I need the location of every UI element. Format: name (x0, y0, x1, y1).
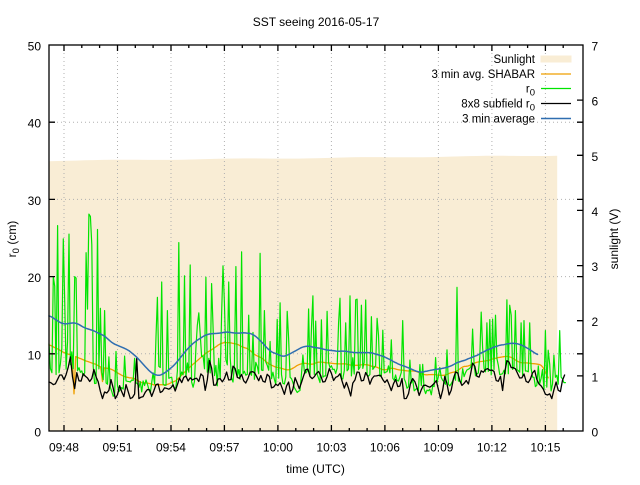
svg-text:10:06: 10:06 (370, 441, 400, 455)
svg-text:8x8 subfield r0: 8x8 subfield r0 (461, 99, 535, 114)
svg-text:3 min avg. SHABAR: 3 min avg. SHABAR (431, 69, 535, 81)
svg-text:3: 3 (592, 260, 599, 274)
svg-text:40: 40 (28, 117, 42, 131)
svg-text:2: 2 (592, 315, 599, 329)
svg-text:0: 0 (34, 426, 41, 440)
svg-text:09:54: 09:54 (156, 441, 186, 455)
svg-text:4: 4 (592, 205, 599, 219)
svg-text:time (UTC): time (UTC) (286, 462, 345, 476)
svg-text:09:57: 09:57 (209, 441, 239, 455)
svg-text:Sunlight: Sunlight (493, 54, 535, 66)
svg-text:1: 1 (592, 370, 599, 384)
svg-text:10:03: 10:03 (316, 441, 346, 455)
svg-text:10:09: 10:09 (423, 441, 453, 455)
svg-text:10:00: 10:00 (263, 441, 293, 455)
svg-text:5: 5 (592, 150, 599, 164)
svg-text:SST seeing 2016-05-17: SST seeing 2016-05-17 (253, 15, 380, 29)
svg-text:10:12: 10:12 (477, 441, 507, 455)
svg-text:20: 20 (28, 271, 42, 285)
svg-text:r0: r0 (526, 84, 535, 99)
svg-text:7: 7 (592, 40, 599, 54)
svg-text:6: 6 (592, 95, 599, 109)
svg-text:r0 (cm): r0 (cm) (5, 221, 22, 258)
svg-text:3 min average: 3 min average (462, 114, 535, 126)
svg-text:sunlight (V): sunlight (V) (607, 209, 621, 270)
svg-text:50: 50 (28, 40, 42, 54)
svg-text:10:15: 10:15 (530, 441, 560, 455)
svg-text:0: 0 (592, 426, 599, 440)
svg-text:10: 10 (28, 348, 42, 362)
svg-text:09:51: 09:51 (102, 441, 132, 455)
svg-text:09:48: 09:48 (49, 441, 79, 455)
svg-text:30: 30 (28, 194, 42, 208)
